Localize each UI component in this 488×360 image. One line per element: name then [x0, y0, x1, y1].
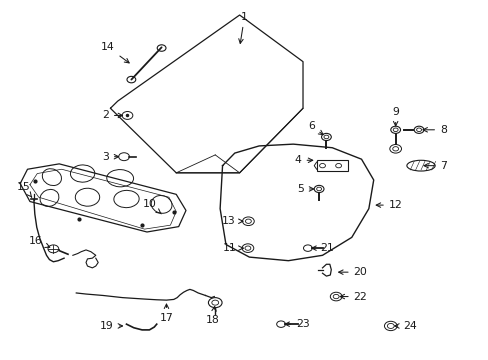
Text: 3: 3	[102, 152, 119, 162]
Text: 18: 18	[205, 307, 219, 325]
Text: 22: 22	[340, 292, 366, 302]
Text: 17: 17	[159, 304, 173, 323]
Text: 6: 6	[307, 121, 323, 135]
Text: 20: 20	[338, 267, 367, 277]
Text: 12: 12	[375, 200, 402, 210]
Text: 13: 13	[222, 216, 243, 226]
Text: 7: 7	[423, 161, 446, 171]
Text: 10: 10	[142, 199, 161, 214]
Text: 21: 21	[311, 243, 334, 253]
Text: 23: 23	[285, 319, 309, 329]
Text: 4: 4	[294, 155, 312, 165]
Text: 15: 15	[17, 182, 32, 197]
Text: 16: 16	[29, 236, 50, 247]
Text: 5: 5	[297, 184, 313, 194]
Text: 24: 24	[394, 321, 416, 331]
Text: 11: 11	[223, 243, 243, 253]
Text: 9: 9	[391, 107, 398, 126]
Text: 8: 8	[422, 125, 446, 135]
Bar	[316, 160, 347, 171]
Text: 1: 1	[238, 12, 247, 44]
Text: 14: 14	[101, 42, 129, 63]
Text: 2: 2	[102, 111, 122, 121]
Text: 19: 19	[100, 321, 122, 331]
